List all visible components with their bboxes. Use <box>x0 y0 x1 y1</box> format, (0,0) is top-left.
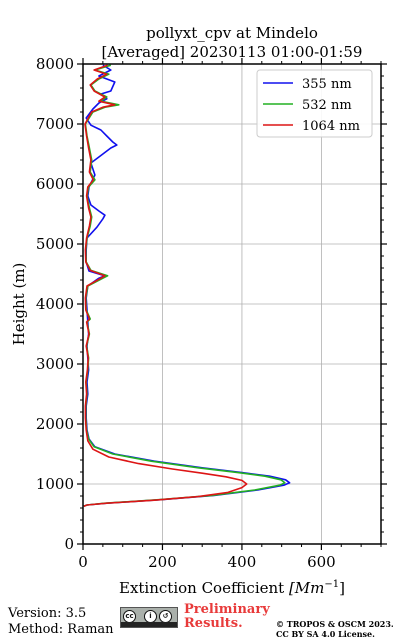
preliminary-notice: Preliminary Results. <box>184 603 270 631</box>
badge-bar <box>121 622 177 627</box>
chart-subtitle: [Averaged] 20230113 01:00-01:59 <box>102 43 363 61</box>
legend-label-355: 355 nm <box>302 77 352 92</box>
series-line-532-nm <box>83 64 286 507</box>
cc-license-badge: cc i ↺ <box>120 607 178 628</box>
preliminary-line2: Results. <box>184 616 243 631</box>
y-tick-label: 6000 <box>36 175 74 193</box>
extinction-profile-chart: pollyxt_cpv at Mindelo [Averaged] 202301… <box>10 24 387 597</box>
x-axis-label-main: Extinction Coefficient <box>119 579 289 597</box>
series-lines <box>83 64 291 507</box>
series-line-1064-nm <box>83 64 248 507</box>
legend-label-532: 532 nm <box>302 98 352 113</box>
x-axis-label: Extinction Coefficient [Mm−1] <box>119 579 345 597</box>
y-tick-label: 4000 <box>36 295 74 313</box>
y-tick-label: 2000 <box>36 415 74 433</box>
copyright-line2: CC BY SA 4.0 License. <box>276 629 375 639</box>
copyright-notice: © TROPOS & OSCM 2023. CC BY SA 4.0 Licen… <box>276 619 394 639</box>
x-tick-label: 600 <box>307 553 336 571</box>
x-axis-label-unit: [Mm <box>289 579 324 597</box>
preliminary-line1: Preliminary <box>184 602 270 617</box>
x-tick-label: 0 <box>78 553 88 571</box>
copyright-line1: © TROPOS & OSCM 2023. <box>276 619 394 629</box>
y-tick-label: 0 <box>64 535 74 553</box>
version-text: Version: 3.5 <box>8 606 87 621</box>
y-axis-label: Height (m) <box>10 263 28 346</box>
x-axis-label-close: ] <box>339 579 345 597</box>
x-tick-label: 400 <box>228 553 257 571</box>
footer-info: Version: 3.5 Method: Raman <box>8 606 114 638</box>
y-tick-label: 7000 <box>36 115 74 133</box>
y-tick-label: 5000 <box>36 235 74 253</box>
legend-label-1064: 1064 nm <box>302 119 360 134</box>
chart-title: pollyxt_cpv at Mindelo <box>146 24 318 42</box>
axis-ticks: 0 1000 2000 3000 4000 5000 6000 7000 8000 0 200 400… <box>36 55 387 571</box>
y-tick-label: 1000 <box>36 475 74 493</box>
legend: 355 nm 532 nm 1064 nm <box>256 69 373 138</box>
x-tick-label: 200 <box>148 553 177 571</box>
legend-box <box>256 69 373 138</box>
y-tick-label: 8000 <box>36 55 74 73</box>
x-axis-label-exponent: −1 <box>324 579 339 590</box>
y-tick-label: 3000 <box>36 355 74 373</box>
method-text: Method: Raman <box>8 622 114 637</box>
